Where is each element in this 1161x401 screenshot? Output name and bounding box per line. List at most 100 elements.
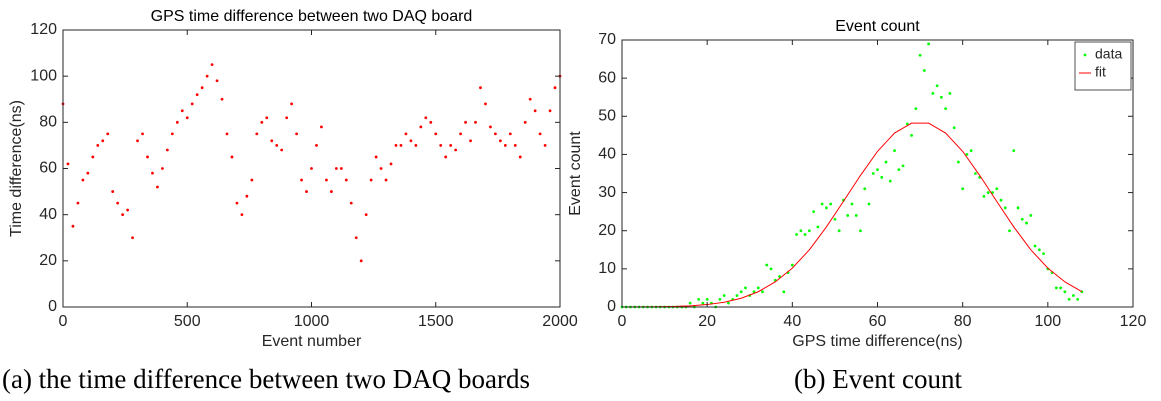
data-point bbox=[454, 148, 458, 152]
data-point bbox=[190, 102, 194, 106]
data-point bbox=[295, 132, 298, 136]
chart: 0 20 40 60 80 100 120 0 10 20 30 40 50 60 70 Event coun… bbox=[567, 18, 1146, 394]
data-point bbox=[876, 168, 879, 172]
data-point bbox=[334, 167, 338, 170]
data-point bbox=[165, 148, 169, 152]
data-point bbox=[81, 178, 85, 182]
x-tick-label: 80 bbox=[954, 313, 972, 330]
data-point bbox=[409, 139, 413, 143]
data-point bbox=[829, 202, 833, 206]
data-point bbox=[141, 132, 144, 136]
y-tick-label: 70 bbox=[598, 31, 616, 48]
data-point bbox=[548, 109, 552, 113]
data-point bbox=[1012, 149, 1016, 153]
data-point bbox=[931, 92, 935, 95]
data-point bbox=[429, 120, 433, 124]
data-point bbox=[765, 263, 769, 267]
data-point bbox=[888, 179, 892, 183]
data-point bbox=[1008, 229, 1011, 233]
x-tick-label: 0 bbox=[618, 313, 627, 330]
legend-label: data bbox=[1095, 46, 1122, 62]
x-tick-label: 2000 bbox=[542, 313, 578, 330]
data-point bbox=[880, 175, 884, 179]
data-point bbox=[825, 206, 828, 210]
data-point bbox=[816, 225, 820, 229]
data-point bbox=[1067, 297, 1071, 301]
data-point bbox=[444, 155, 448, 159]
data-point bbox=[850, 202, 854, 206]
y-tick-label: 10 bbox=[598, 260, 616, 277]
data-point bbox=[344, 178, 348, 182]
data-point bbox=[518, 155, 522, 159]
data-point bbox=[513, 144, 517, 147]
data-point bbox=[200, 86, 204, 90]
data-point bbox=[744, 286, 747, 290]
data-point bbox=[71, 224, 75, 228]
data-point bbox=[1025, 221, 1028, 225]
data-point bbox=[369, 178, 373, 182]
legend-swatch bbox=[1083, 53, 1087, 57]
data-point bbox=[986, 191, 990, 194]
y-tick-label: 0 bbox=[607, 298, 616, 315]
data-point bbox=[300, 178, 303, 182]
chart: 0 500 1000 1500 2000 0 20 40 60 80 100 120 GPS time … bbox=[2, 8, 578, 394]
data-point bbox=[1003, 206, 1007, 210]
data-point bbox=[414, 144, 418, 147]
y-tick-label: 60 bbox=[39, 160, 57, 177]
data-point bbox=[180, 109, 184, 113]
data-point bbox=[215, 79, 219, 83]
data-point bbox=[952, 126, 956, 130]
data-point bbox=[136, 139, 139, 143]
data-point bbox=[735, 294, 739, 297]
x-tick-label: 60 bbox=[869, 313, 887, 330]
data-point bbox=[944, 107, 948, 111]
data-point bbox=[918, 53, 922, 57]
data-point bbox=[240, 213, 244, 217]
data-point bbox=[91, 155, 95, 159]
data-point bbox=[374, 155, 378, 159]
data-point bbox=[722, 294, 726, 297]
data-point bbox=[1016, 206, 1020, 210]
data-point bbox=[688, 301, 692, 305]
data-point bbox=[419, 125, 423, 129]
data-point bbox=[86, 171, 90, 175]
y-axis-label: Event count bbox=[567, 131, 584, 216]
data-point bbox=[854, 214, 858, 217]
y-tick-label: 0 bbox=[48, 298, 57, 315]
data-point bbox=[101, 139, 105, 143]
data-point bbox=[305, 190, 308, 193]
data-point bbox=[1020, 217, 1024, 221]
x-tick-label: 120 bbox=[1120, 313, 1147, 330]
x-axis-label: Event number bbox=[262, 333, 362, 350]
x-tick-label: 1500 bbox=[418, 313, 454, 330]
data-point bbox=[897, 168, 901, 172]
data-point bbox=[1029, 214, 1033, 217]
data-point bbox=[250, 178, 254, 182]
x-tick-label: 20 bbox=[698, 313, 716, 330]
data-point bbox=[812, 210, 816, 214]
data-point bbox=[185, 116, 189, 120]
data-point bbox=[220, 97, 224, 101]
data-point bbox=[935, 84, 939, 88]
data-point bbox=[310, 167, 313, 170]
data-point bbox=[543, 144, 547, 147]
y-tick-label: 50 bbox=[598, 108, 616, 125]
data-point bbox=[175, 120, 179, 124]
data-point bbox=[265, 116, 269, 120]
data-point bbox=[701, 301, 705, 305]
data-point bbox=[833, 217, 837, 221]
data-point bbox=[205, 74, 209, 78]
x-axis-label: GPS time difference(ns) bbox=[792, 333, 962, 350]
data-point bbox=[922, 69, 926, 72]
data-point bbox=[1076, 297, 1080, 301]
data-point bbox=[957, 160, 960, 164]
data-point bbox=[905, 122, 909, 126]
data-point bbox=[999, 198, 1003, 202]
data-point bbox=[156, 185, 159, 189]
data-point bbox=[479, 86, 482, 90]
data-point bbox=[270, 139, 274, 143]
data-point bbox=[778, 275, 781, 278]
data-point bbox=[464, 120, 467, 124]
caption: (b) Event count bbox=[794, 364, 962, 394]
